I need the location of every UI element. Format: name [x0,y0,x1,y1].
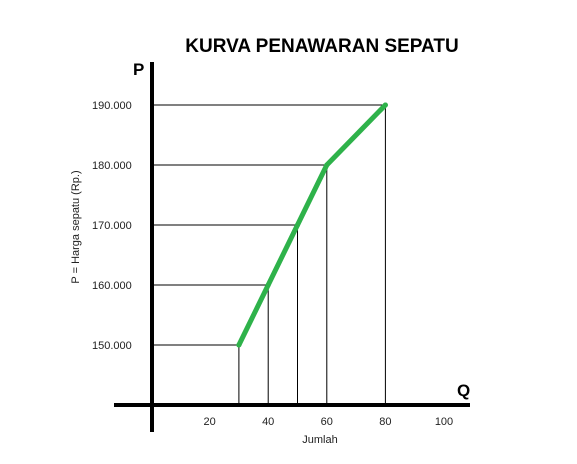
y-tick-labels: 150.000 160.000 170.000 180.000 190.000 [92,100,132,352]
data-point [236,342,242,348]
y-axis-label: P = Harga sepatu (Rp.) [70,170,82,283]
axes [114,62,470,432]
y-axis-letter: P [133,60,144,79]
guide-lines [152,104,386,405]
x-tick-labels: 20 40 60 80 100 [203,416,453,428]
data-point [265,282,271,288]
y-tick-label: 170.000 [92,220,132,232]
x-tick-label: 20 [203,416,215,428]
x-tick-label: 80 [379,416,391,428]
x-tick-label: 40 [262,416,274,428]
x-tick-label: 60 [321,416,333,428]
y-tick-label: 190.000 [92,100,132,112]
y-tick-label: 160.000 [92,280,132,292]
data-point [324,162,330,168]
supply-series [236,102,388,348]
y-tick-label: 180.000 [92,160,132,172]
data-point [382,102,388,108]
x-tick-label: 100 [435,416,453,428]
x-axis-label: Jumlah [302,434,337,446]
chart-title: KURVA PENAWARAN SEPATU [185,36,458,57]
x-axis-letter: Q [457,381,470,400]
y-tick-label: 150.000 [92,340,132,352]
data-point [295,222,300,228]
